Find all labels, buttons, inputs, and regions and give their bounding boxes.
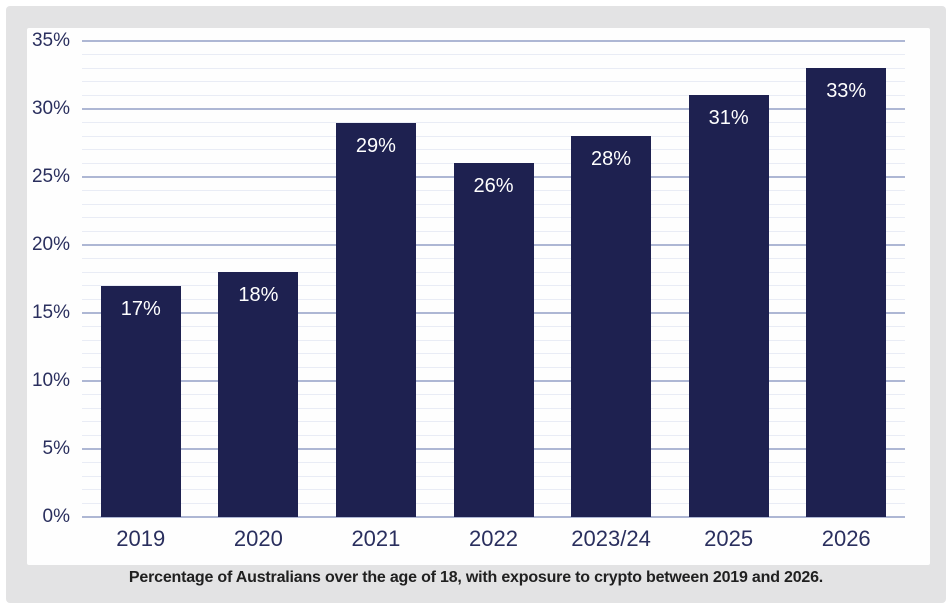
minor-gridline <box>82 54 905 56</box>
y-axis: 0% 5% 10% 15% 20% 25% 30% 35% <box>0 0 70 609</box>
y-tick-label: 30% <box>31 98 70 119</box>
bar-value-label: 29% <box>355 134 396 157</box>
major-gridline <box>82 108 905 110</box>
x-tick-label: 2020 <box>233 526 283 551</box>
major-gridline <box>82 516 905 518</box>
minor-gridline <box>82 149 905 151</box>
y-tick-label: 25% <box>31 166 70 187</box>
bar-2019: 17% <box>100 285 181 517</box>
minor-gridline <box>82 162 905 164</box>
minor-gridline <box>82 122 905 124</box>
minor-gridline <box>82 94 905 96</box>
bar-2025: 31% <box>688 95 769 517</box>
bar-value-label: 18% <box>238 284 279 307</box>
y-tick-label: 35% <box>31 30 70 51</box>
plot-area: 17% 18% 29% 26% 28% 31% 33% <box>82 40 905 518</box>
y-tick-label: 20% <box>31 234 70 255</box>
bar-2023-24: 28% <box>571 136 652 517</box>
bar-2026: 33% <box>806 68 887 517</box>
y-tick-label: 10% <box>31 370 70 391</box>
y-tick-label: 15% <box>31 302 70 323</box>
x-tick-label: 2025 <box>704 526 754 551</box>
minor-gridline <box>82 135 905 137</box>
x-tick-label: 2021 <box>351 526 401 551</box>
x-tick-label: 2026 <box>821 526 871 551</box>
bar-2021: 29% <box>335 122 416 517</box>
chart-caption: Percentage of Australians over the age o… <box>128 569 824 586</box>
bar-value-label: 31% <box>708 107 749 130</box>
x-tick-label: 2022 <box>469 526 518 551</box>
x-tick-label: 2023/24 <box>571 526 651 551</box>
minor-gridline <box>82 81 905 83</box>
major-gridline <box>82 40 905 42</box>
bar-value-label: 28% <box>591 148 632 171</box>
bar-2020: 18% <box>218 272 299 517</box>
bar-2022: 26% <box>453 163 534 517</box>
bar-value-label: 33% <box>826 80 867 103</box>
bar-value-label: 17% <box>120 297 161 320</box>
minor-gridline <box>82 67 905 69</box>
y-tick-label: 5% <box>42 438 70 459</box>
x-tick-label: 2019 <box>116 526 166 551</box>
bar-value-label: 26% <box>473 175 514 198</box>
y-tick-label: 0% <box>42 506 70 527</box>
